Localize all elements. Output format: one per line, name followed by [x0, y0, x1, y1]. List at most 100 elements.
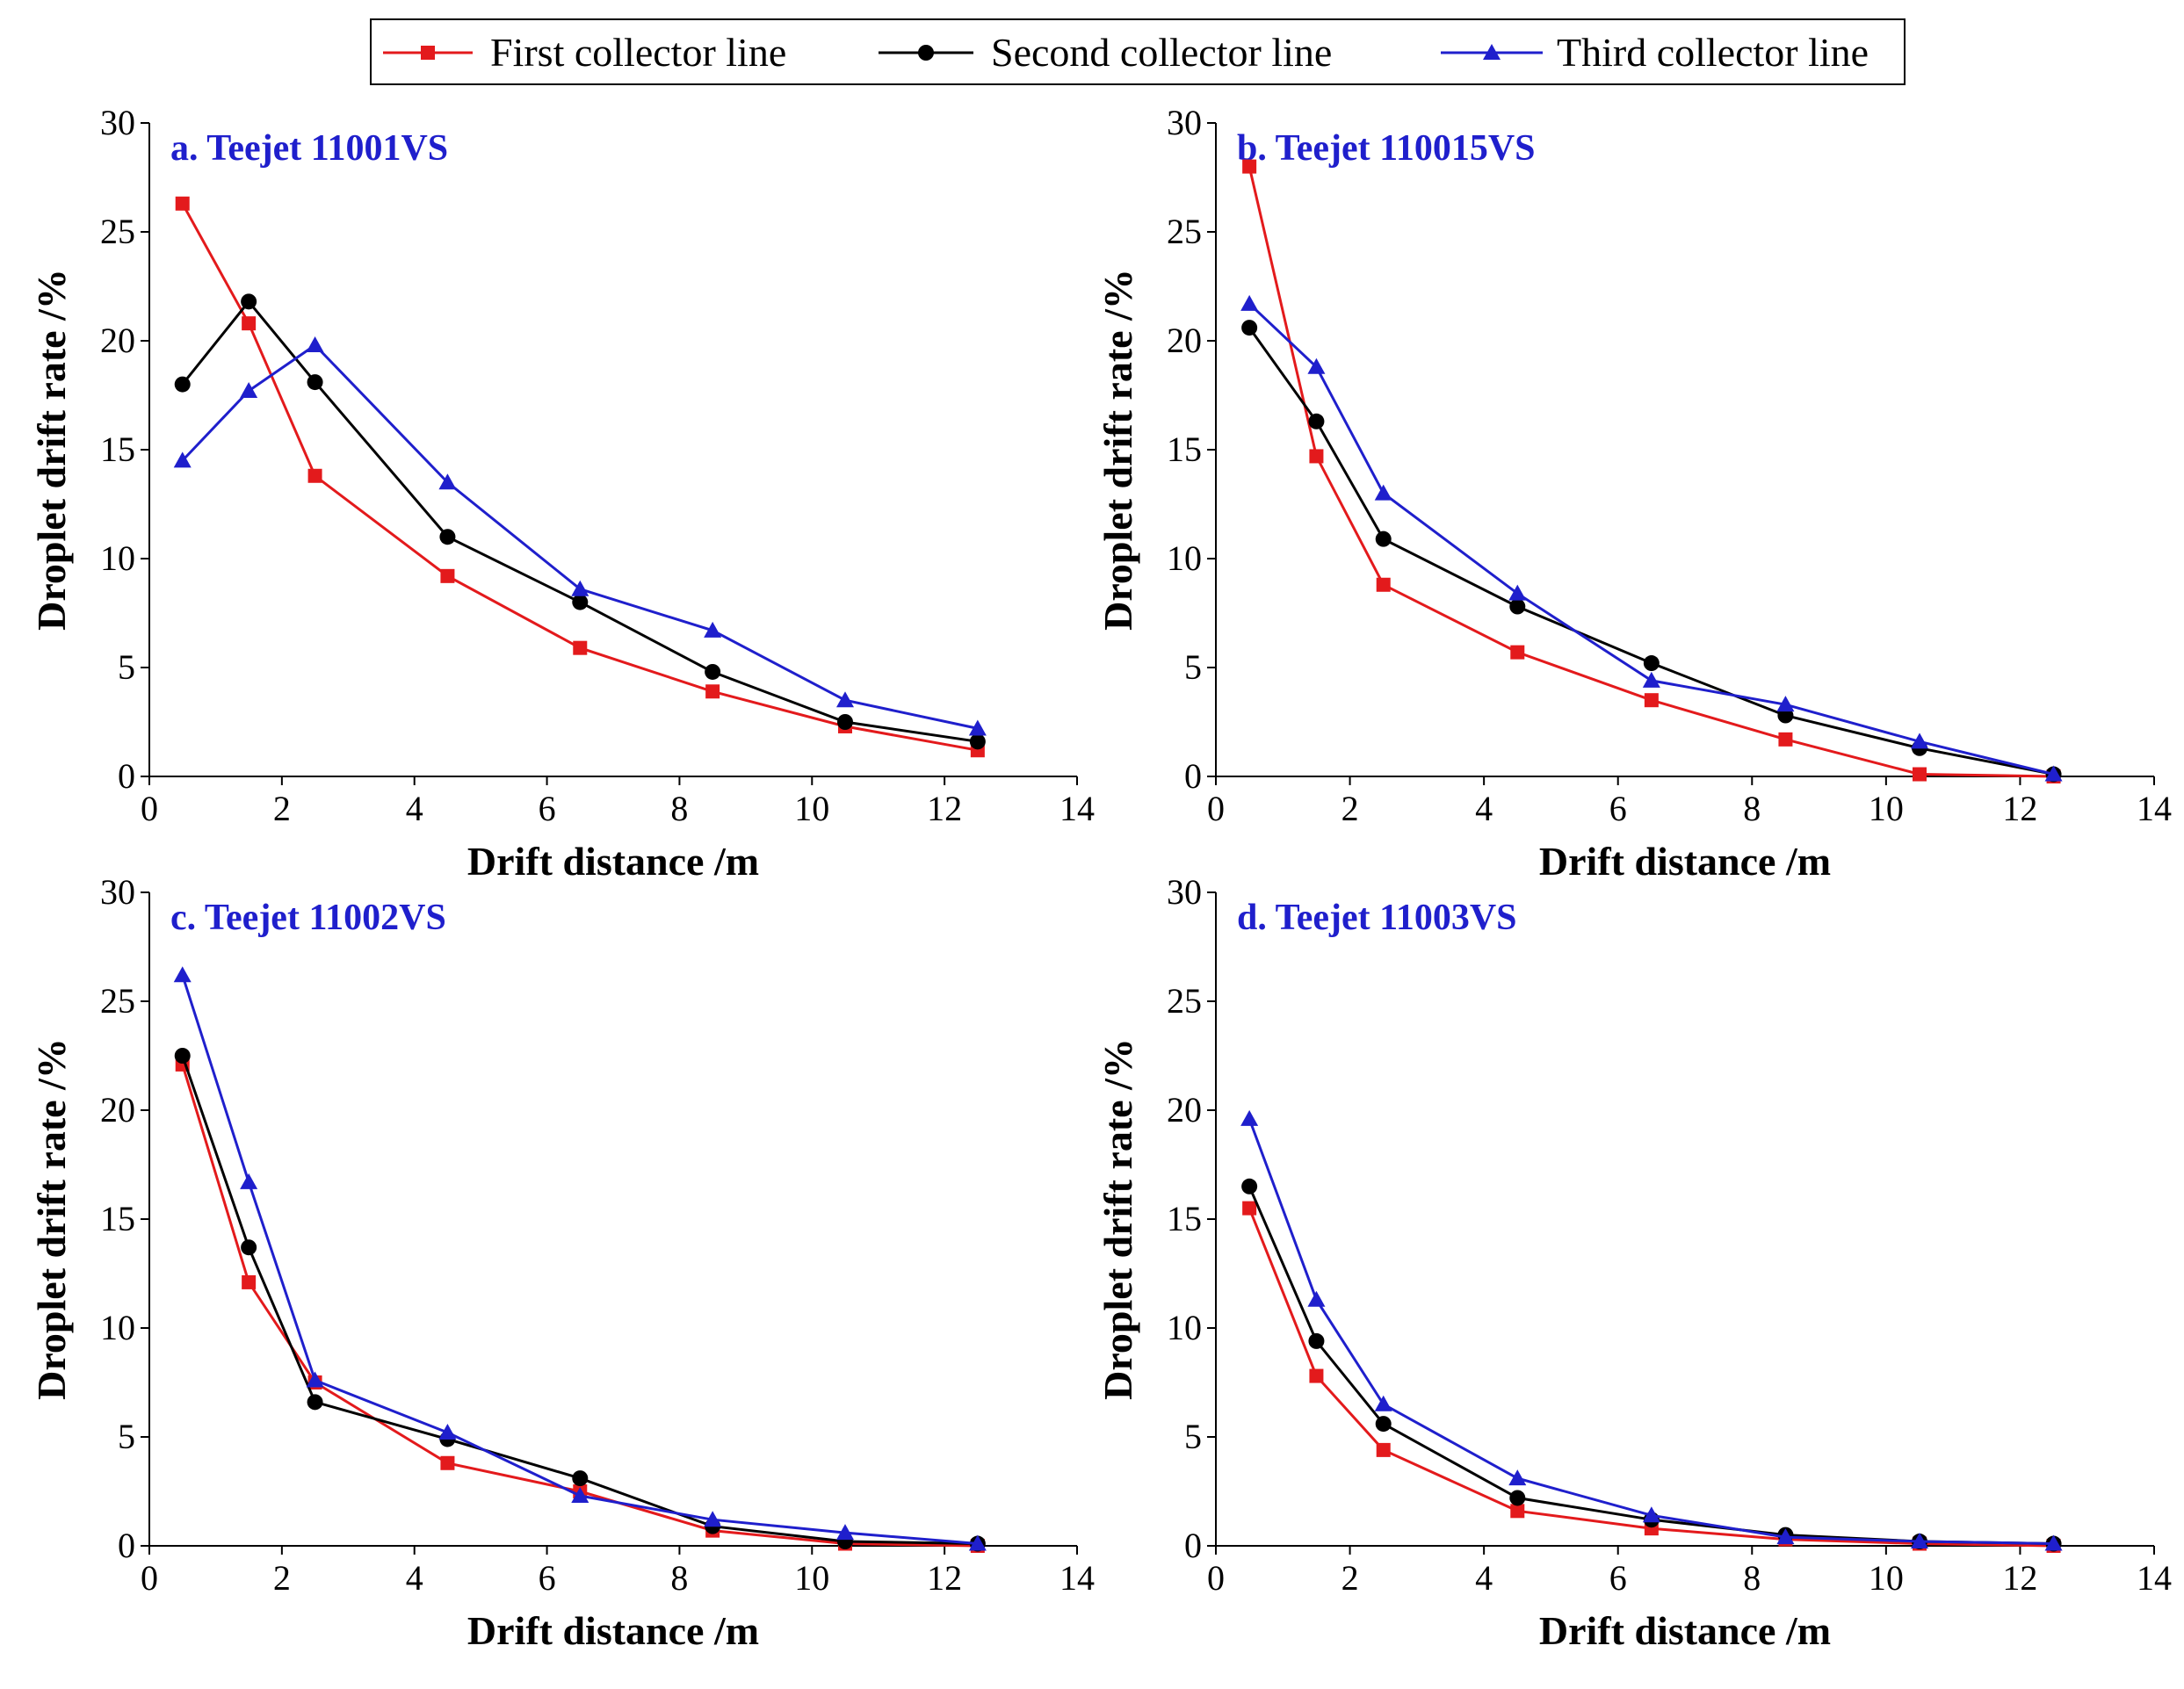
data-point — [1242, 1201, 1257, 1216]
y-axis-label: Droplet drift rate /% — [1096, 1038, 1140, 1400]
y-tick-label: 0 — [1184, 1526, 1202, 1565]
data-point — [174, 376, 191, 393]
x-tick-label: 6 — [1609, 1558, 1627, 1598]
data-point — [439, 529, 456, 545]
data-point — [836, 1524, 854, 1541]
x-tick-label: 0 — [1207, 1558, 1225, 1598]
series-line — [181, 203, 979, 752]
x-tick-label: 10 — [794, 789, 829, 828]
y-tick-label: 15 — [100, 429, 135, 469]
series-third-collector-line — [1240, 1109, 2063, 1551]
series-third-collector-line — [1240, 294, 2063, 782]
y-tick-label: 5 — [118, 1417, 135, 1456]
data-point — [1913, 767, 1927, 782]
data-point — [240, 1173, 258, 1189]
y-tick-label: 5 — [118, 647, 135, 687]
series-line — [181, 1064, 978, 1548]
data-point — [307, 1394, 323, 1411]
legend-marker — [1483, 44, 1501, 60]
series-second-collector-line — [174, 1048, 986, 1552]
panel-title: c. Teejet 11002VS — [170, 898, 446, 938]
data-point — [242, 1274, 257, 1289]
y-tick-label: 0 — [118, 1526, 135, 1565]
series-line — [181, 300, 979, 743]
y-tick-label: 10 — [100, 1308, 135, 1347]
x-tick-label: 14 — [1059, 789, 1095, 828]
panel-1: 0 5 10 15 20 25 30 0 2 4 6 8 10 12 14 Drift distance /m… — [29, 103, 1095, 884]
x-tick-label: 0 — [141, 789, 158, 828]
data-point — [572, 1470, 589, 1487]
data-point — [572, 594, 589, 610]
x-tick-label: 6 — [1609, 789, 1627, 828]
data-point — [1509, 598, 1526, 615]
data-point — [968, 719, 987, 736]
y-axis-label: Droplet drift rate /% — [29, 269, 74, 631]
data-point — [1240, 294, 1259, 311]
series-line — [1247, 327, 2054, 776]
series-third-collector-line — [173, 336, 987, 736]
data-point — [1309, 1368, 1324, 1383]
y-tick-label: 15 — [1167, 1199, 1202, 1238]
panel-title: d. Teejet 11003VS — [1237, 898, 1517, 938]
data-point — [1374, 1395, 1392, 1411]
legend: First collector line Second collector lin… — [370, 18, 1906, 85]
data-point — [175, 196, 190, 211]
data-point — [307, 468, 322, 483]
x-tick-label: 14 — [2137, 789, 2172, 828]
y-tick-label: 30 — [1167, 103, 1202, 142]
data-point — [1778, 732, 1793, 747]
data-point — [440, 1455, 455, 1470]
panel-title: b. Teejet 110015VS — [1237, 128, 1536, 169]
data-point — [1509, 1490, 1526, 1506]
data-point — [1508, 1469, 1527, 1486]
x-tick-label: 12 — [2002, 789, 2037, 828]
data-point — [1309, 449, 1324, 464]
x-tick-label: 8 — [670, 789, 688, 828]
x-tick-label: 14 — [2137, 1558, 2172, 1598]
legend-marker — [421, 46, 435, 60]
y-tick-label: 20 — [1167, 321, 1202, 360]
data-point — [836, 691, 854, 708]
y-tick-label: 5 — [1184, 1417, 1202, 1456]
y-tick-label: 10 — [1167, 1308, 1202, 1347]
x-tick-label: 2 — [1341, 1558, 1359, 1598]
y-tick-label: 0 — [1184, 756, 1202, 796]
data-point — [1508, 584, 1527, 601]
x-axis-label: Drift distance /m — [1539, 1608, 1831, 1653]
data-point — [240, 382, 258, 399]
data-point — [968, 1534, 987, 1551]
data-point — [173, 451, 192, 468]
y-tick-label: 25 — [100, 981, 135, 1021]
data-point — [1776, 1528, 1795, 1545]
panel-2: 0 5 10 15 20 25 30 0 2 4 6 8 10 12 14 Drift distance /m… — [1096, 103, 2172, 884]
y-tick-label: 30 — [1167, 872, 1202, 912]
y-tick-label: 0 — [118, 756, 135, 796]
data-point — [1911, 1533, 1928, 1549]
data-point — [306, 336, 324, 352]
y-tick-label: 25 — [100, 212, 135, 251]
x-tick-label: 12 — [927, 1558, 962, 1598]
data-point — [1642, 1506, 1660, 1523]
data-point — [1510, 645, 1525, 660]
x-tick-label: 2 — [273, 1558, 291, 1598]
series-first-collector-line — [175, 196, 985, 758]
data-point — [2044, 765, 2063, 782]
legend-label: Third collector line — [1557, 30, 1869, 75]
x-tick-label: 10 — [794, 1558, 829, 1598]
data-point — [440, 568, 455, 583]
x-tick-label: 4 — [1475, 1558, 1493, 1598]
data-point — [2044, 1534, 2063, 1551]
x-tick-label: 8 — [1743, 1558, 1761, 1598]
data-point — [1376, 1442, 1391, 1457]
y-tick-label: 10 — [100, 538, 135, 578]
legend-box — [370, 18, 1906, 85]
y-tick-label: 15 — [1167, 429, 1202, 469]
x-axis-label: Drift distance /m — [467, 1608, 759, 1653]
x-tick-label: 10 — [1869, 789, 1904, 828]
x-tick-label: 10 — [1869, 1558, 1904, 1598]
data-point — [241, 1239, 257, 1256]
y-tick-label: 30 — [100, 872, 135, 912]
y-tick-label: 5 — [1184, 647, 1202, 687]
x-tick-label: 6 — [539, 789, 556, 828]
